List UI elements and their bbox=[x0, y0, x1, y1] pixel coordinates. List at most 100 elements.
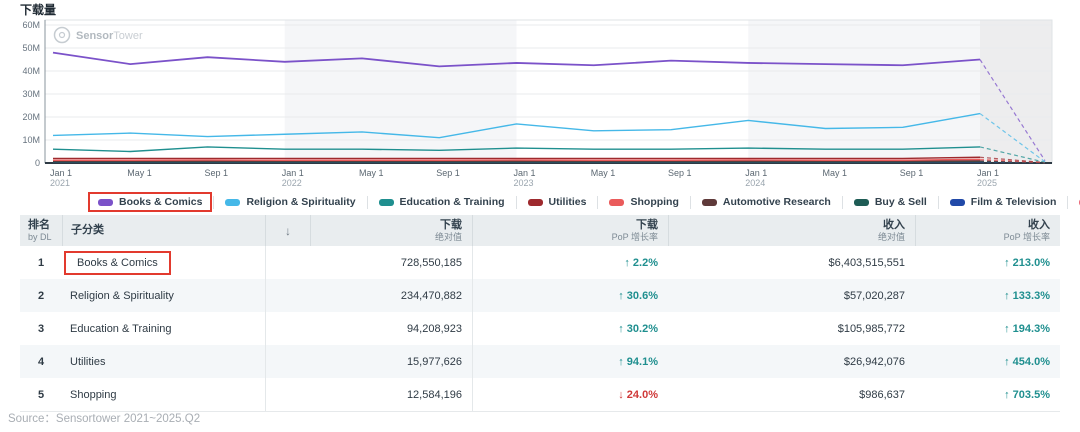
legend-label: Buy & Sell bbox=[874, 196, 927, 208]
sensortower-watermark: SensorTower bbox=[76, 30, 143, 42]
legend-divider bbox=[841, 195, 843, 209]
chart-legend: Books & Comics Religion & Spirituality E… bbox=[88, 190, 1080, 214]
legend-swatch-icon bbox=[609, 198, 625, 206]
legend-item-utilities[interactable]: Utilities bbox=[518, 193, 597, 211]
revenue-absolute-cell: $6,403,515,551 bbox=[828, 256, 905, 269]
header-subcategory[interactable]: 子分类 bbox=[62, 215, 265, 246]
legend-divider bbox=[689, 195, 691, 209]
downloads-absolute-cell: 15,977,626 bbox=[406, 355, 462, 368]
header-rank-label: 排名 bbox=[28, 218, 50, 231]
legend-swatch-icon bbox=[98, 198, 113, 206]
legend-swatch-icon bbox=[378, 198, 394, 206]
table-row: 3 Education & Training 94,208,923 ↑ 30.2… bbox=[20, 312, 1060, 345]
series-dashed-projection bbox=[979, 160, 1046, 164]
header-sort-column[interactable]: ↓ bbox=[265, 215, 310, 246]
header-dl-pop-sublabel: PoP 增长率 bbox=[611, 231, 658, 242]
x-tick-label: Sep 1 bbox=[436, 168, 460, 178]
legend-item-personal-health-fitness[interactable]: Personal Health & Fitness bbox=[1069, 193, 1080, 211]
series-dashed-projection bbox=[979, 158, 1046, 164]
growth-value: ↑ 2.2% bbox=[624, 256, 658, 269]
header-subcategory-label: 子分类 bbox=[71, 223, 104, 236]
revenue-growth-cell: ↑ 703.5% bbox=[915, 378, 1060, 411]
rank-cell: 2 bbox=[37, 289, 45, 302]
legend-item-automotive-research[interactable]: Automotive Research bbox=[692, 193, 841, 211]
header-rank[interactable]: 排名 by DL bbox=[20, 215, 62, 246]
revenue-growth-cell: ↑ 133.3% bbox=[915, 279, 1060, 312]
subcategory-label: Books & Comics bbox=[77, 256, 158, 269]
series-line-education-training bbox=[52, 146, 981, 153]
header-revenue-pop-growth[interactable]: 收入 PoP 增长率 bbox=[915, 215, 1060, 246]
x-tick-label: Jan 1 bbox=[514, 168, 536, 178]
legend-item-books-comics[interactable]: Books & Comics bbox=[88, 192, 213, 212]
legend-item-education-training[interactable]: Education & Training bbox=[369, 193, 515, 211]
downloads-absolute-cell: 94,208,923 bbox=[406, 322, 462, 335]
spacer-cell bbox=[265, 312, 310, 345]
subcategory-cell: Utilities bbox=[70, 355, 106, 368]
revenue-absolute-cell: $26,942,076 bbox=[843, 355, 905, 368]
spacer-cell bbox=[265, 345, 310, 378]
header-rank-sublabel: by DL bbox=[28, 231, 52, 242]
downloads-growth-cell: ↓ 24.0% bbox=[472, 378, 668, 411]
x-tick-label: Jan 1 bbox=[745, 168, 767, 178]
header-rev-abs-label: 收入 bbox=[883, 218, 905, 231]
header-downloads-pop-growth[interactable]: 下载 PoP 增长率 bbox=[472, 215, 668, 246]
series-dashed-projection bbox=[979, 161, 1046, 164]
y-tick-label: 40M bbox=[22, 66, 40, 76]
growth-value: ↑ 133.3% bbox=[1004, 289, 1050, 302]
series-dashed-projection bbox=[979, 59, 1046, 162]
downloads-absolute-cell: 728,550,185 bbox=[400, 256, 462, 269]
series-line-religion-spirituality bbox=[52, 112, 981, 139]
rank-cell: 5 bbox=[37, 388, 45, 401]
rank-cell: 4 bbox=[37, 355, 45, 368]
y-tick-label: 10M bbox=[22, 135, 40, 145]
chart-title: 下载量 bbox=[20, 3, 57, 17]
legend-label: Utilities bbox=[548, 196, 587, 208]
header-downloads-absolute[interactable]: 下载 绝对值 bbox=[310, 215, 472, 246]
spacer-cell bbox=[265, 279, 310, 312]
revenue-absolute-cell: $57,020,287 bbox=[843, 289, 905, 302]
legend-label: Automotive Research bbox=[722, 196, 831, 208]
x-tick-label: Jan 1 bbox=[977, 168, 999, 178]
table-header-row: 排名 by DL 子分类 ↓ 下载 绝对值 下载 PoP 增长率 收入 绝对值 … bbox=[20, 215, 1060, 246]
x-tick-year-label: 2023 bbox=[514, 178, 534, 188]
table-row: 2 Religion & Spirituality 234,470,882 ↑ … bbox=[20, 279, 1060, 312]
legend-swatch-icon bbox=[701, 198, 717, 206]
header-revenue-absolute[interactable]: 收入 绝对值 bbox=[668, 215, 915, 246]
series-line-shopping bbox=[53, 158, 981, 161]
growth-value: ↓ 24.0% bbox=[618, 388, 658, 401]
legend-divider bbox=[366, 195, 368, 209]
revenue-growth-cell: ↑ 194.3% bbox=[915, 312, 1060, 345]
legend-label: Shopping bbox=[630, 196, 679, 208]
legend-swatch-icon bbox=[225, 198, 241, 206]
y-tick-label: 0 bbox=[35, 158, 40, 168]
x-tick-label: May 1 bbox=[127, 168, 152, 178]
legend-label: Film & Television bbox=[970, 196, 1057, 208]
x-tick-label: Sep 1 bbox=[900, 168, 924, 178]
revenue-growth-cell: ↑ 454.0% bbox=[915, 345, 1060, 378]
sensortower-logo-icon bbox=[53, 26, 71, 44]
plot-border bbox=[44, 19, 1053, 164]
y-tick-label: 50M bbox=[22, 43, 40, 53]
downloads-growth-cell: ↑ 30.6% bbox=[472, 279, 668, 312]
forecast-zone bbox=[980, 20, 1052, 163]
legend-item-film-television[interactable]: Film & Television bbox=[940, 193, 1067, 211]
legend-item-buy-sell[interactable]: Buy & Sell bbox=[844, 193, 937, 211]
growth-value: ↑ 30.2% bbox=[618, 322, 658, 335]
legend-label: Education & Training bbox=[399, 196, 505, 208]
header-dl-abs-label: 下载 bbox=[440, 218, 462, 231]
legend-swatch-icon bbox=[853, 198, 869, 206]
x-tick-year-label: 2022 bbox=[282, 178, 302, 188]
rank-cell: 1 bbox=[37, 256, 45, 269]
legend-divider bbox=[937, 195, 939, 209]
legend-divider bbox=[597, 195, 599, 209]
growth-value: ↑ 213.0% bbox=[1004, 256, 1050, 269]
legend-item-religion-spirituality[interactable]: Religion & Spirituality bbox=[215, 193, 365, 211]
table-row: 5 Shopping 12,584,196 ↓ 24.0% $986,637 ↑… bbox=[20, 378, 1060, 411]
legend-item-shopping[interactable]: Shopping bbox=[599, 193, 688, 211]
header-dl-abs-sublabel: 绝对值 bbox=[434, 231, 462, 242]
legend-divider bbox=[1067, 195, 1069, 209]
revenue-growth-cell: ↑ 213.0% bbox=[915, 246, 1060, 279]
sort-desc-icon[interactable]: ↓ bbox=[285, 223, 291, 238]
subcategory-cell: Books & Comics bbox=[62, 246, 265, 279]
